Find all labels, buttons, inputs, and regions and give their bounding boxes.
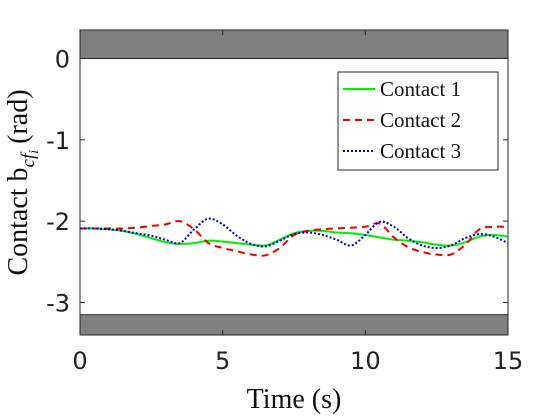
x-tick-label: 10 xyxy=(350,347,381,375)
y-tick-label: -2 xyxy=(46,208,70,236)
y-axis-title: Contact bcfi (rad) xyxy=(3,89,42,275)
y-axis-title-unit: (rad) xyxy=(3,89,34,143)
tick-labels: 0 5 10 15 0 -1 -2 -3 xyxy=(46,45,523,375)
y-tick-label: -3 xyxy=(46,289,70,317)
series-line-contact-3 xyxy=(79,217,509,250)
x-tick-label: 15 xyxy=(493,347,524,375)
y-axis-title-subscript: cf xyxy=(18,151,39,167)
y-tick-label: -1 xyxy=(46,127,70,155)
legend-label-contact-2: Contact 2 xyxy=(380,108,461,132)
limit-band-2 xyxy=(79,314,509,336)
x-tick-label: 5 xyxy=(215,347,230,375)
y-axis-title-main: Contact b xyxy=(3,167,34,275)
series-line-contact-2 xyxy=(79,219,509,257)
limit-bands xyxy=(79,29,509,336)
legend-label-contact-3: Contact 3 xyxy=(380,139,461,163)
legend: Contact 1 Contact 2 Contact 3 xyxy=(337,71,499,171)
series-line-contact-1 xyxy=(79,227,509,247)
y-tick-label: 0 xyxy=(55,45,70,73)
x-axis-title: Time (s) xyxy=(247,384,342,415)
plot-frame xyxy=(79,29,509,336)
series-layer xyxy=(79,217,509,257)
limit-band-1 xyxy=(79,29,509,59)
x-tick-label: 0 xyxy=(72,347,87,375)
axis-ticks xyxy=(79,30,509,335)
y-axis-title-subsubscript: i xyxy=(27,150,42,154)
legend-label-contact-1: Contact 1 xyxy=(380,77,461,101)
